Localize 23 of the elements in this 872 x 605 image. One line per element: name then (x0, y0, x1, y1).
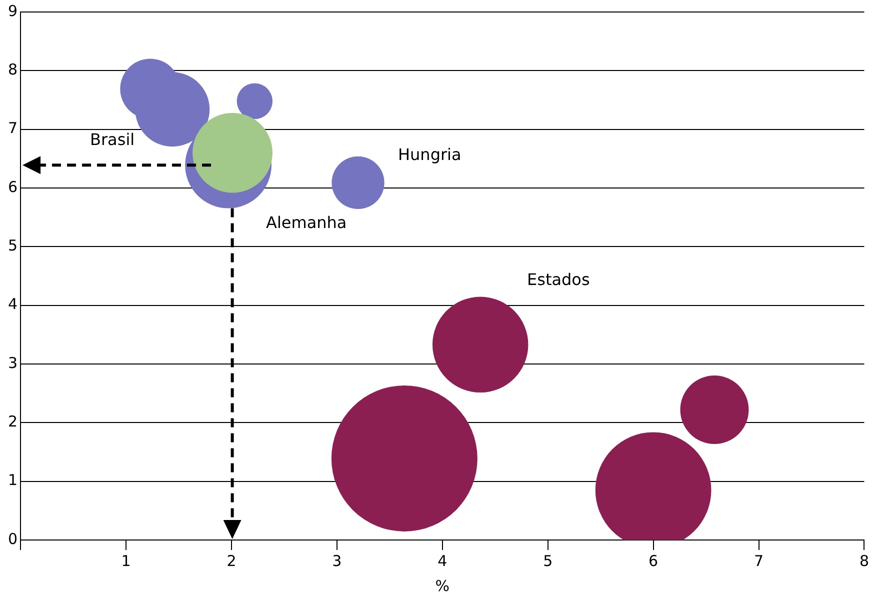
annotation: Hungria (398, 145, 462, 164)
annotation: Alemanha (266, 213, 347, 232)
annotation: Estados (527, 270, 590, 290)
x-tick-label: 3 (332, 552, 342, 570)
y-tick-label: 6 (8, 178, 18, 196)
x-tick-label: 8 (859, 552, 869, 570)
y-tick-label: 5 (8, 236, 18, 255)
x-tick-label: 2 (226, 552, 236, 570)
y-tick-label: 2 (8, 412, 18, 431)
x-tick-label: 1 (121, 552, 131, 570)
annotation: Brasil (90, 130, 135, 150)
y-tick-label: 8 (8, 60, 18, 79)
x-axis-title: % (435, 576, 450, 595)
y-tick-label: 7 (8, 119, 18, 138)
y-tick-label: 1 (8, 471, 18, 490)
y-tick-label: 0 (8, 530, 18, 548)
x-tick-label: 7 (754, 552, 764, 570)
y-tick-label: 4 (8, 295, 18, 314)
y-tick-label: 9 (8, 2, 18, 20)
x-tick-label: 6 (648, 552, 658, 570)
y-tick-label: 3 (8, 354, 18, 372)
x-tick-label: 4 (438, 552, 448, 570)
x-tick-label: 5 (543, 552, 553, 570)
